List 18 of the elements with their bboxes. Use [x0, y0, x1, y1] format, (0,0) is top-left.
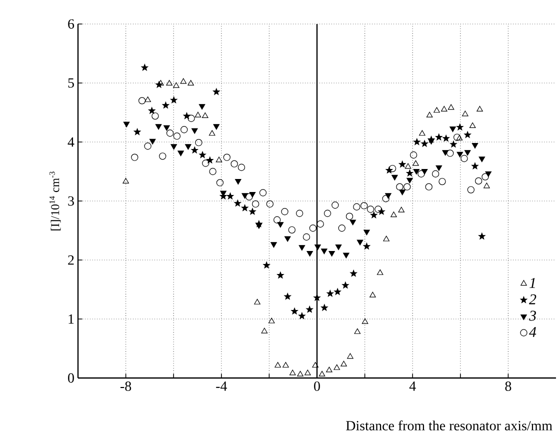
y-axis-title: [I]/10$^{14}$ cm$^{-3}$: [49, 172, 61, 230]
legend-label: 3: [529, 310, 536, 321]
y-tick-label: 2: [68, 255, 74, 265]
y-tick-label: 5: [68, 78, 74, 88]
x-tick-label: 0: [314, 382, 320, 391]
y-tick-label: 4: [68, 137, 74, 147]
legend-label: 2: [529, 294, 536, 304]
legend-label: 4: [529, 327, 536, 337]
x-tick-label: -4: [216, 382, 227, 391]
x-tick-label: 8: [505, 382, 512, 391]
y-tick-label: 6: [68, 19, 74, 29]
y-tick-label: 1: [68, 314, 74, 324]
legend-label: 1: [530, 278, 535, 288]
x-axis-title: Distance from the resonator axis/mm: [346, 420, 552, 430]
y-tick-label: 0: [68, 373, 74, 383]
x-tick-label: -8: [120, 382, 132, 391]
x-tick-label: 4: [409, 382, 416, 391]
y-tick-label: 3: [68, 196, 74, 206]
